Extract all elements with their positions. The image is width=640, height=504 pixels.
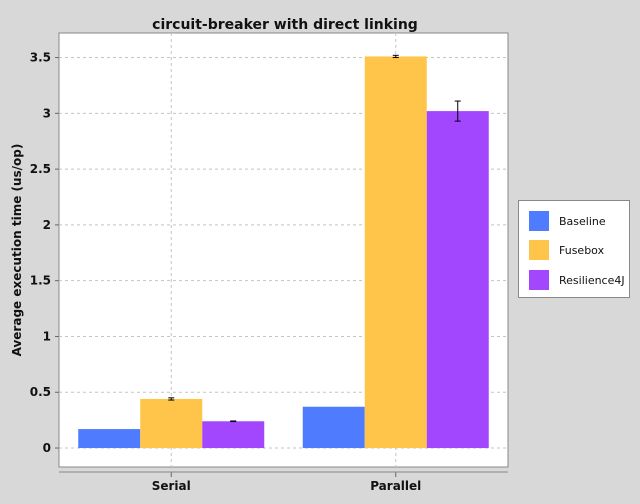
bar-fusebox-serial xyxy=(140,398,203,449)
y-tick-label: 1 xyxy=(43,329,51,343)
bar-resilience4j-parallel xyxy=(426,111,489,449)
chart-title: circuit-breaker with direct linking xyxy=(152,17,418,33)
y-tick-label: 0.5 xyxy=(30,385,51,399)
legend-label-baseline: Baseline xyxy=(559,214,606,228)
y-tick-label: 0 xyxy=(43,441,51,455)
legend-swatch-resilience4j xyxy=(529,270,549,290)
x-tick-label: Serial xyxy=(152,479,191,493)
legend-swatch-fusebox xyxy=(529,240,549,260)
legend: Baseline Fusebox Resilience4J xyxy=(518,200,630,298)
bar-baseline-serial xyxy=(78,429,141,449)
y-axis-label: Average execution time (us/op) xyxy=(10,144,24,357)
y-tick-label: 3.5 xyxy=(30,51,51,65)
y-tick-label: 2 xyxy=(43,218,51,232)
legend-item-baseline: Baseline xyxy=(529,211,606,231)
legend-item-resilience4j: Resilience4J xyxy=(529,270,625,290)
y-tick-label: 2.5 xyxy=(30,162,51,176)
bar-baseline-parallel xyxy=(302,406,365,449)
legend-swatch-baseline xyxy=(529,211,549,231)
x-tick-label: Parallel xyxy=(370,479,421,493)
bar-resilience4j-serial xyxy=(202,421,265,449)
legend-item-fusebox: Fusebox xyxy=(529,240,604,260)
bars-layer xyxy=(78,54,489,449)
axis-layer: 0 0.5 1 1.5 2 2.5 3 3.5 Serial Parallel xyxy=(30,51,508,493)
legend-label-fusebox: Fusebox xyxy=(559,243,605,257)
legend-label-resilience4j: Resilience4J xyxy=(559,273,625,287)
y-tick-label: 3 xyxy=(43,106,51,120)
y-tick-label: 1.5 xyxy=(30,274,51,288)
bar-fusebox-parallel xyxy=(364,56,427,449)
